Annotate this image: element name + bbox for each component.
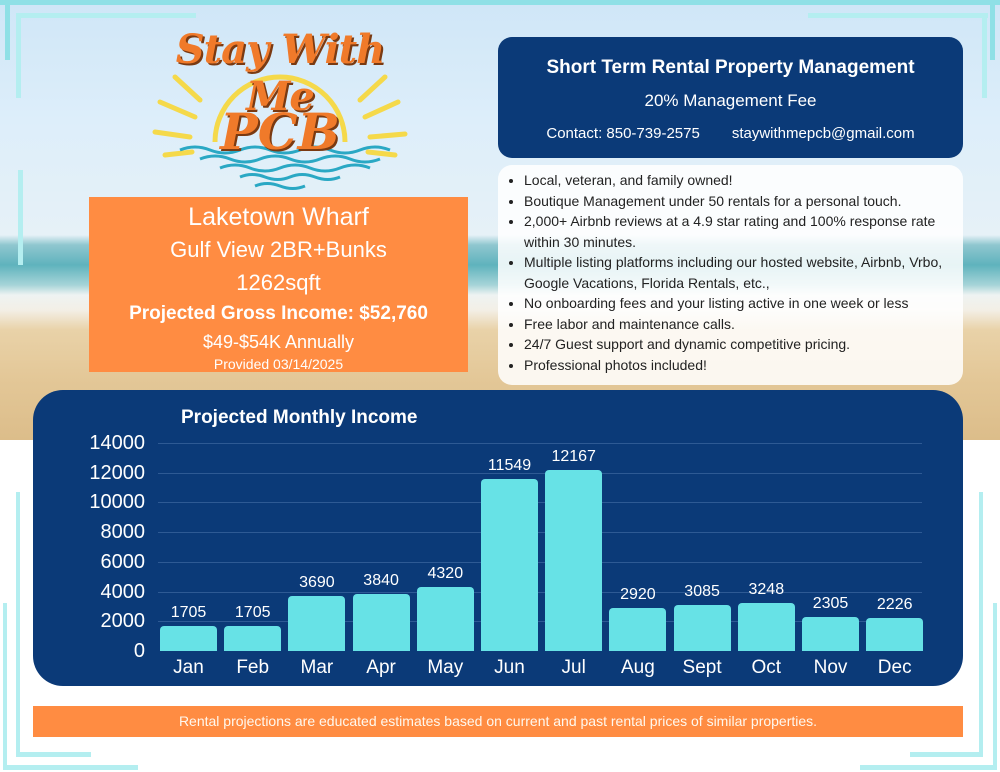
frame-bottom-left-inner [16, 752, 91, 757]
bar-sept [673, 605, 731, 651]
bar-jul [545, 470, 603, 651]
frame-top-outer [0, 0, 1000, 5]
features-list-box: Local, veteran, and family owned! Boutiq… [498, 165, 963, 385]
frame-right-inner [982, 13, 987, 98]
bar-dec [866, 617, 924, 651]
frame-bottom-left-outer [3, 765, 138, 770]
frame-bottom-right-outer-vertical [993, 603, 997, 768]
logo-subtitle: PCB [220, 102, 340, 161]
gridline [158, 591, 922, 593]
bar-oct [737, 602, 795, 651]
bar-aug [609, 607, 667, 651]
x-axis-label: Sept [682, 657, 722, 678]
bar-value-label: 12167 [551, 448, 596, 466]
bar-jun [481, 479, 538, 651]
contact-phone[interactable]: Contact: 850-739-2575 [546, 125, 700, 142]
property-info-box: Laketown Wharf Gulf View 2BR+Bunks 1262s… [89, 197, 468, 372]
y-axis-tick: 0 [133, 640, 145, 662]
chart-title: Projected Monthly Income [181, 407, 418, 428]
x-axis-label: Jun [494, 657, 525, 678]
frame-top-inner [16, 13, 196, 18]
brand-logo: Stay With Me PCB [140, 22, 420, 197]
x-axis-label: Nov [813, 657, 848, 678]
annual-range: $49-$54K Annually [202, 332, 355, 352]
gridline [158, 502, 922, 504]
management-fee: 20% Management Fee [644, 91, 817, 110]
x-axis-label: Oct [751, 657, 782, 678]
contact-email[interactable]: staywithmepcb@gmail.com [731, 125, 915, 142]
monthly-income-chart: Projected Monthly Income 14000 12000 10000… [33, 390, 963, 686]
frame-bottom-left-outer-vertical [3, 603, 7, 768]
gridline [158, 621, 922, 623]
bar-value-label: 4320 [427, 564, 464, 582]
bar-value-label: 3690 [299, 574, 335, 592]
management-title: Short Term Rental Property Management [546, 57, 915, 78]
feature-item: Boutique Management under 50 rentals for… [524, 191, 955, 212]
sun-waves-icon [152, 74, 408, 190]
frame-left-outer [5, 0, 10, 60]
gridline [158, 472, 922, 474]
disclaimer-banner: Rental projections are educated estimate… [33, 706, 963, 737]
x-axis-label: Mar [300, 657, 334, 678]
x-axis-label: Jan [173, 657, 204, 678]
y-axis-tick: 12000 [89, 461, 145, 484]
bar-value-label: 2305 [812, 594, 849, 612]
management-box: Short Term Rental Property Management 20… [498, 37, 963, 158]
x-axis-label: May [427, 657, 464, 678]
feature-item: Free labor and maintenance calls. [524, 314, 955, 335]
property-unit: Gulf View 2BR+Bunks [170, 237, 387, 262]
y-axis-tick: 8000 [100, 521, 146, 544]
projected-gross-income: Projected Gross Income: $52,760 [129, 303, 428, 324]
frame-bottom-right-outer [860, 765, 997, 770]
x-axis-label: Jul [561, 657, 586, 678]
feature-item: Local, veteran, and family owned! [524, 170, 955, 191]
x-axis-label: Aug [620, 657, 655, 678]
property-name: Laketown Wharf [188, 203, 369, 231]
gridline [158, 443, 922, 444]
features-list: Local, veteran, and family owned! Boutiq… [524, 170, 955, 375]
contact-row: Contact: 850-739-2575 staywithmepcb@gmai… [498, 125, 963, 142]
y-axis-tick: 6000 [100, 550, 146, 573]
bar-value-label: 2226 [876, 595, 913, 613]
feature-item: 24/7 Guest support and dynamic competiti… [524, 334, 955, 355]
bar-apr [352, 593, 410, 651]
feature-item: Professional photos included! [524, 355, 955, 376]
frame-bottom-right-vertical [979, 492, 983, 754]
y-axis-tick: 4000 [100, 580, 146, 603]
bar-value-label: 2920 [620, 585, 656, 603]
y-axis-tick: 10000 [89, 491, 145, 514]
frame-left-inner [16, 13, 21, 98]
bar-value-label: 3248 [748, 580, 785, 598]
frame-top-inner-right [808, 13, 988, 18]
feature-item: No onboarding fees and your listing acti… [524, 293, 955, 314]
frame-bottom-left-vertical [16, 492, 20, 754]
feature-item: 2,000+ Airbnb reviews at a 4.9 star rati… [524, 211, 955, 252]
bar-jan [160, 625, 217, 651]
y-axis-tick: 14000 [89, 432, 145, 454]
x-axis-label: Apr [366, 657, 396, 678]
provided-date: Provided 03/14/2025 [213, 356, 344, 372]
frame-bottom-right-inner [910, 752, 983, 757]
bar-may [416, 586, 474, 651]
bar-mar [288, 596, 346, 651]
bar-nov [802, 616, 859, 651]
logo-title: Stay With Me [175, 26, 385, 120]
bar-value-label: 1705 [234, 603, 271, 621]
gridline [158, 532, 922, 534]
feature-item: Multiple listing platforms including our… [524, 252, 955, 293]
frame-left-mid [18, 170, 23, 265]
frame-right-outer [990, 0, 995, 60]
x-axis-label: Feb [236, 657, 270, 678]
x-axis-label: Dec [877, 657, 912, 678]
bar-feb [224, 625, 282, 651]
property-size: 1262sqft [236, 270, 321, 295]
gridline [158, 561, 922, 563]
bar-value-label: 1705 [170, 603, 207, 621]
bar-value-label: 3085 [684, 583, 720, 601]
y-axis-tick: 2000 [100, 610, 146, 633]
bar-value-label: 11549 [487, 457, 532, 475]
bar-value-label: 3840 [363, 571, 399, 589]
